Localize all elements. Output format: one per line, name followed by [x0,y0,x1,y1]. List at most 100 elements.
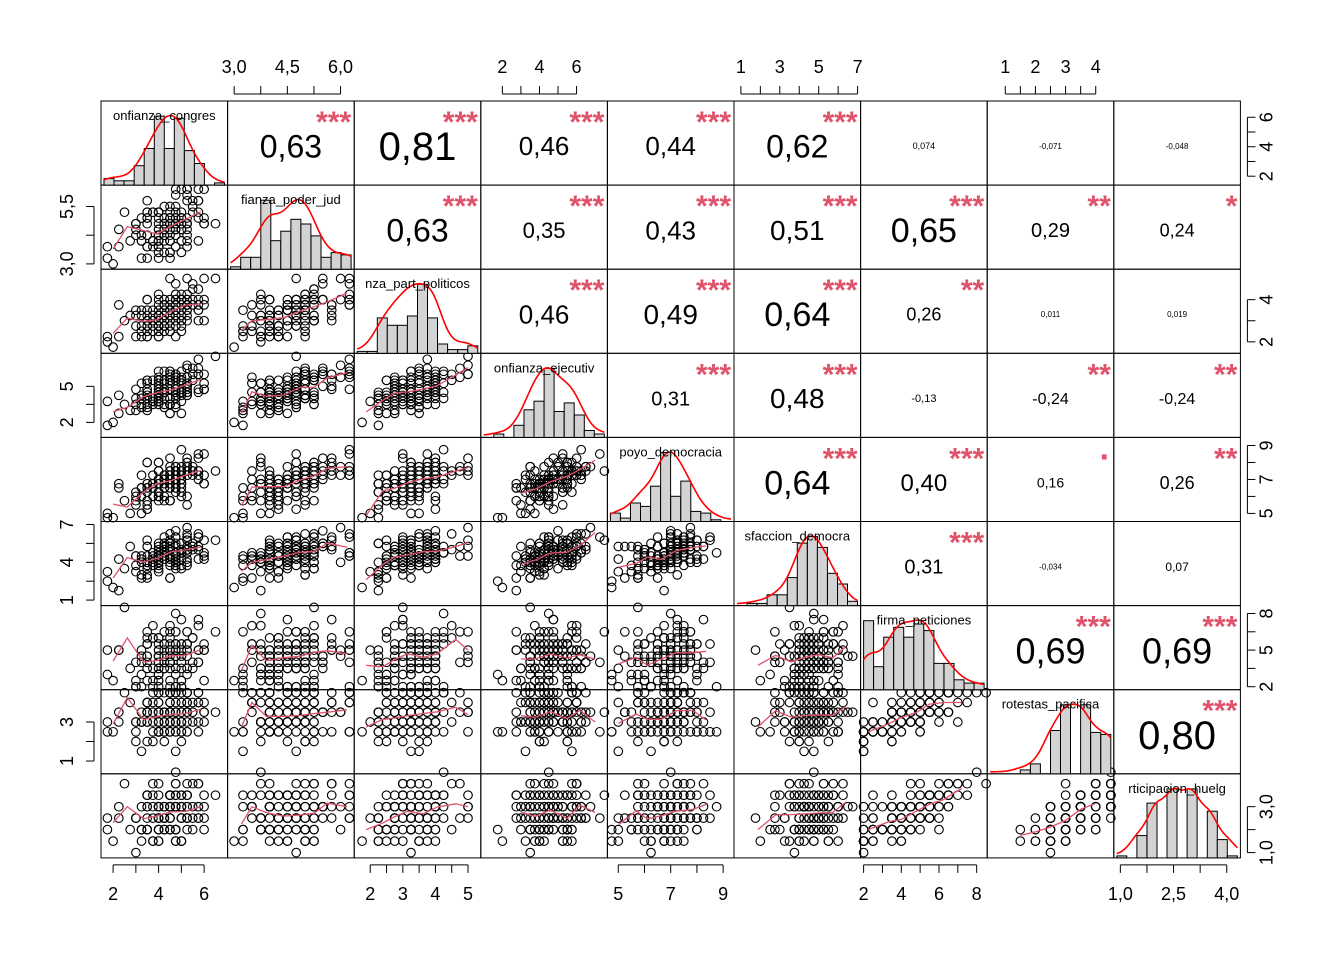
scatter-point-8-4-112 [659,801,669,812]
smooth-line-6-0 [112,636,201,663]
scatter-point-2-0-8 [159,326,170,337]
scatter-point-7-6-88 [915,697,925,708]
scatter-point-1-0-28 [159,236,170,246]
scatter-point-7-2-119 [406,726,416,737]
scatter-point-6-3-72 [553,651,563,662]
scatter-point-3-2-122 [414,366,424,377]
scatter-point-7-6-46 [858,736,869,747]
smooth-line-6-4 [618,650,707,667]
scatter-point-6-5-10 [838,620,848,631]
scatter-point-8-5-75 [818,778,829,789]
scatter-point-2-0-67 [142,305,153,316]
scatter-point-3-1-76 [238,420,248,431]
scatter-point-6-0-67 [142,633,153,643]
scatter-point-5-1-88 [344,547,355,558]
scatter-point-5-3-123 [567,532,577,542]
scatter-point-6-3-10 [571,620,582,631]
scatter-point-8-5-122 [838,813,848,823]
scatter-point-8-1-116 [255,824,266,835]
scatter-point-8-2-41 [438,813,449,823]
scatter-point-7-4-79 [698,726,709,737]
scatter-point-3-0-138 [210,351,221,362]
scatter-point-3-1-131 [255,396,266,407]
scatter-point-7-0-85 [193,687,204,698]
scatter-point-2-1-65 [247,310,257,321]
scatter-point-6-2-101 [373,651,384,662]
scatter-point-6-4-45 [633,639,643,649]
scatter-point-2-0-88 [182,294,192,305]
scatter-point-7-4-92 [659,736,669,747]
scatter-point-5-3-134 [557,538,568,549]
scatter-point-3-0-75 [193,384,204,395]
scatter-point-4-0-108 [165,495,175,506]
scatter-point-6-2-52 [463,645,473,655]
scatter-point-6-4-19 [678,651,689,662]
scatter-point-3-0-46 [148,375,158,386]
scatter-point-5-1-136 [326,544,337,555]
scatter-point-5-1-74 [309,544,319,555]
scatter-point-8-5-31 [794,778,805,789]
scatter-point-8-3-124 [539,801,549,812]
scatter-point-6-4-94 [678,620,689,631]
scatter-point-7-5-120 [813,717,824,727]
scatter-point-6-1-88 [344,645,355,655]
scatter-point-6-1-69 [247,657,257,668]
scatter-point-6-4-33 [613,663,624,674]
scatter-point-3-1-88 [344,384,355,395]
scatter-point-8-1-97 [255,790,266,801]
scatter-point-5-0-89 [199,554,209,564]
scatter-point-7-5-35 [833,707,843,718]
scatter-point-2-0-131 [102,337,113,347]
scatter-point-5-4-125 [705,532,715,542]
scatter-point-3-1-139 [273,375,284,386]
scatter-point-6-4-47 [711,681,722,692]
scatter-point-7-1-92 [255,736,266,747]
scatter-point-6-3-68 [529,639,540,649]
scatter-point-7-4-120 [665,717,676,727]
scatter-point-2-0-128 [136,305,147,316]
scatter-point-5-0-129 [153,560,164,571]
scatter-point-7-3-139 [562,717,573,727]
scatter-point-1-0-130 [142,213,153,223]
scatter-point-5-4-131 [613,566,624,577]
scatter-point-2-1-59 [309,284,319,294]
scatter-point-8-0-48 [187,801,198,812]
scatter-point-1-0-74 [176,207,187,218]
scatter-point-5-2-96 [373,585,384,596]
scatter-point-8-5-47 [808,801,819,812]
scatter-point-2-0-95 [108,342,118,352]
scatter-point-7-6-66 [868,697,878,708]
scatter-point-4-3-107 [511,483,522,493]
scatter-point-8-1-88 [344,790,355,801]
scatter-point-6-5-93 [794,651,805,662]
scatter-point-7-2-90 [389,726,400,737]
scatter-point-5-3-95 [497,582,508,593]
scatter-point-3-1-77 [273,405,284,416]
scatter-point-4-1-42 [255,487,266,498]
scatter-point-6-5-59 [813,633,824,643]
scatter-point-1-0-129 [153,236,164,246]
scatter-point-6-3-94 [567,620,577,631]
scatter-point-8-3-57 [525,778,536,789]
scatter-point-7-5-110 [813,697,824,708]
scatter-point-8-1-14 [309,790,319,801]
scatter-point-1-0-43 [165,253,175,264]
scatter-point-2-0-71 [159,315,170,326]
scatter-point-6-3-133 [571,626,582,637]
scatter-point-5-1-135 [264,554,275,564]
scatter-point-6-1-48 [317,663,328,674]
scatter-point-1-0-68 [153,247,164,258]
scatter-point-4-1-108 [264,495,275,506]
scatter-point-8-3-56 [543,767,554,778]
scatter-point-6-2-128 [414,681,424,692]
scatter-point-5-1-79 [317,541,328,552]
scatter-point-6-0-66 [142,675,153,686]
scatter-point-2-0-134 [176,294,187,305]
scatter-point-6-5-135 [799,657,809,668]
scatter-point-6-2-37 [381,681,392,692]
scatter-point-8-3-68 [529,801,540,812]
scatter-point-6-0-91 [199,639,209,649]
scatter-point-6-0-77 [131,675,141,686]
scatter-point-4-2-139 [389,483,400,493]
